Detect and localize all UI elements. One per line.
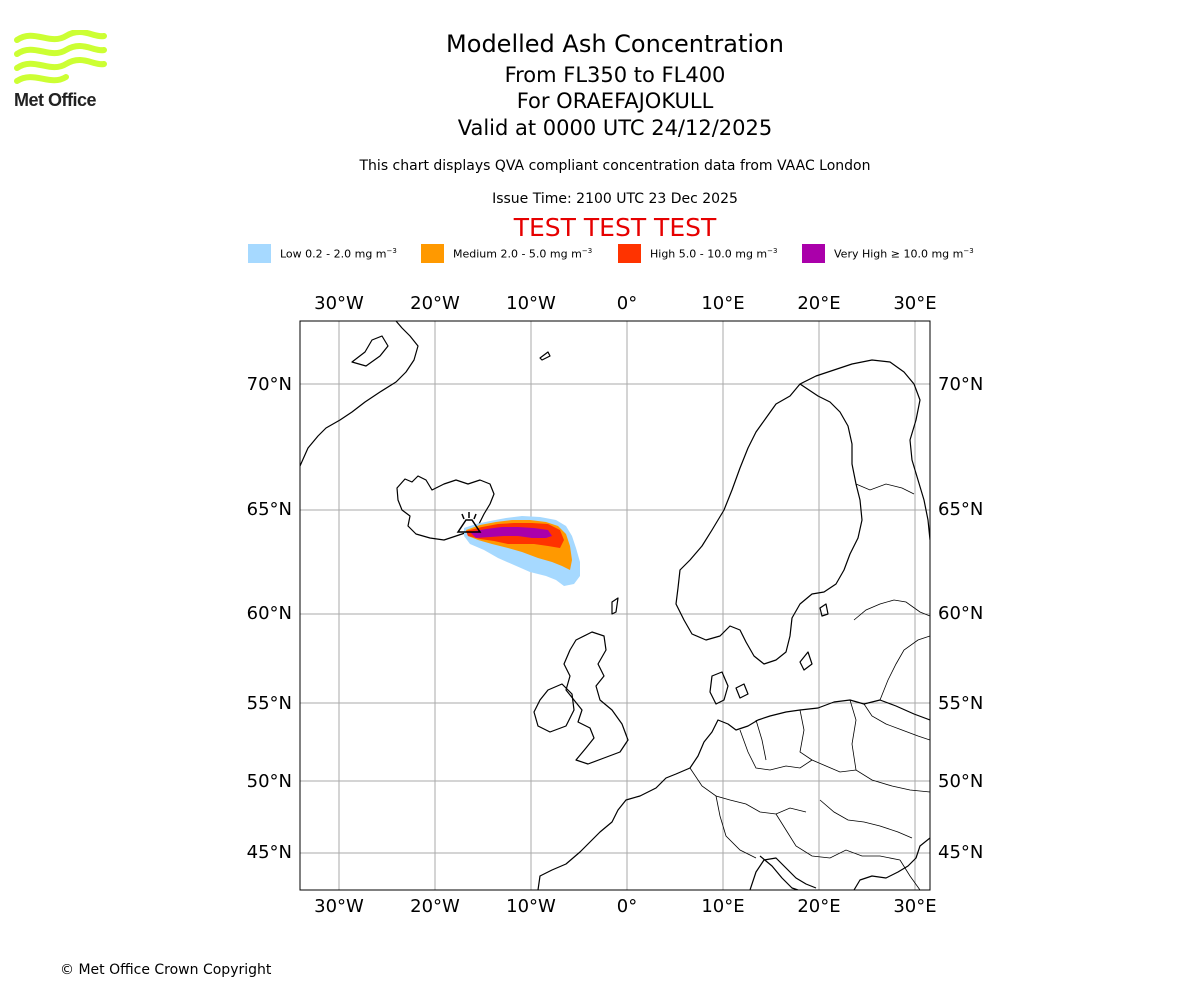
lon-tick-top-10w: 10°W [506,293,556,314]
lon-tick-top-10e: 10°E [701,293,744,314]
legend-swatch-very-high [802,244,825,263]
lat-tick-left-65n: 65°N [247,499,292,520]
lat-tick-right-60n: 60°N [938,603,983,624]
chart-title: Modelled Ash Concentration [446,30,784,58]
logo-text: Met Office [14,90,97,110]
lon-tick-top-30w: 30°W [314,293,364,314]
lat-tick-right-50n: 50°N [938,771,983,792]
lat-tick-left-45n: 45°N [247,842,292,863]
ireland-coast [533,683,575,733]
lat-tick-right-45n: 45°N [938,842,983,863]
issue-time: Issue Time: 2100 UTC 23 Dec 2025 [492,191,738,207]
volcano-name: For ORAEFAJOKULL [516,89,714,113]
lon-labels-top: 30°W 20°W 10°W 0° 10°E 20°E 30°E [314,293,936,314]
lon-tick-bottom-0: 0° [617,896,637,917]
lon-tick-bottom-10w: 10°W [506,896,556,917]
legend-label-low: Low 0.2 - 2.0 mg m [280,247,387,261]
legend-label-medium: Medium 2.0 - 5.0 mg m [453,247,582,261]
valid-time: Valid at 0000 UTC 24/12/2025 [457,116,773,140]
copyright-notice: © Met Office Crown Copyright [60,962,272,978]
graticule [300,321,930,890]
lon-tick-bottom-30w: 30°W [314,896,364,917]
lat-tick-right-55n: 55°N [938,693,983,714]
lat-tick-left-50n: 50°N [247,771,292,792]
lat-tick-right-65n: 65°N [938,499,983,520]
flight-level-range: From FL350 to FL400 [504,63,726,87]
coastlines [300,321,930,890]
lon-tick-bottom-10e: 10°E [701,896,744,917]
lat-tick-right-70n: 70°N [938,374,983,395]
great-britain-coast [563,631,629,765]
qva-note: This chart displays QVA compliant concen… [359,158,871,174]
lon-tick-top-20w: 20°W [410,293,460,314]
scandinavia-coast [799,359,930,541]
europe-coast [537,699,930,890]
legend-swatch-medium [421,244,444,263]
map-frame [299,320,931,891]
lon-tick-bottom-20w: 20°W [410,896,460,917]
iceland-coast [396,475,495,541]
legend-exponent-very-high: −3 [963,247,974,255]
lon-tick-top-20e: 20°E [797,293,840,314]
lat-tick-left-55n: 55°N [247,693,292,714]
legend-exponent-low: −3 [386,247,397,255]
lon-tick-bottom-20e: 20°E [797,896,840,917]
lat-labels-right: 70°N 65°N 60°N 55°N 50°N 45°N [938,374,983,863]
legend-label-high: High 5.0 - 10.0 mg m [650,247,768,261]
lat-labels-left: 70°N 65°N 60°N 55°N 50°N 45°N [247,374,292,863]
met-office-logo: Met Office [14,29,110,112]
legend-exponent-medium: −3 [581,247,593,255]
greenland-coast [300,321,419,467]
lon-tick-top-0: 0° [617,293,637,314]
legend-exponent-high: −3 [767,247,778,255]
volcano-icon [456,512,482,533]
met-office-wave-logo-icon [14,29,107,84]
lat-tick-left-70n: 70°N [247,374,292,395]
lat-tick-left-60n: 60°N [247,603,292,624]
legend-swatch-high [618,244,641,263]
country-borders [689,483,930,890]
legend-label-very-high: Very High ≥ 10.0 mg m [834,247,964,261]
lon-tick-top-30e: 30°E [893,293,936,314]
ash-very-high-contour [470,527,552,538]
lon-labels-bottom: 30°W 20°W 10°W 0° 10°E 20°E 30°E [314,896,936,917]
lon-tick-bottom-30e: 30°E [893,896,936,917]
test-banner: TEST TEST TEST [513,213,717,242]
legend-swatch-low [248,244,271,263]
ash-plume [464,516,580,586]
